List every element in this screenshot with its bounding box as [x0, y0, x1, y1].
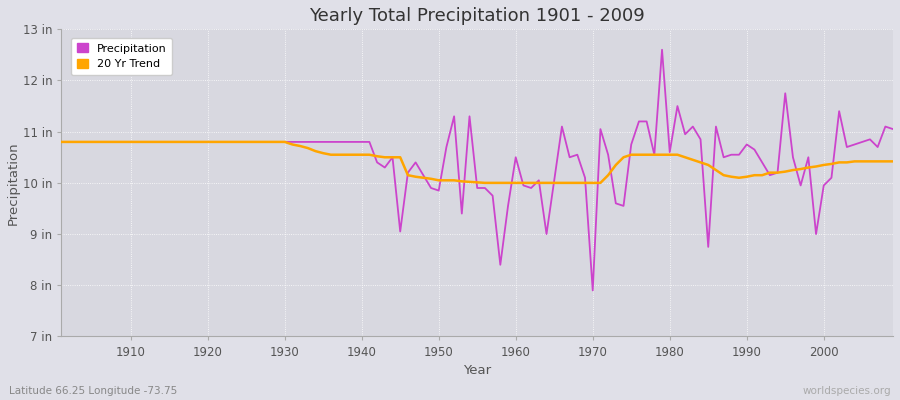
Title: Yearly Total Precipitation 1901 - 2009: Yearly Total Precipitation 1901 - 2009 [310, 7, 645, 25]
X-axis label: Year: Year [464, 364, 491, 377]
Y-axis label: Precipitation: Precipitation [7, 141, 20, 225]
Text: worldspecies.org: worldspecies.org [803, 386, 891, 396]
Legend: Precipitation, 20 Yr Trend: Precipitation, 20 Yr Trend [71, 38, 172, 75]
Text: Latitude 66.25 Longitude -73.75: Latitude 66.25 Longitude -73.75 [9, 386, 177, 396]
